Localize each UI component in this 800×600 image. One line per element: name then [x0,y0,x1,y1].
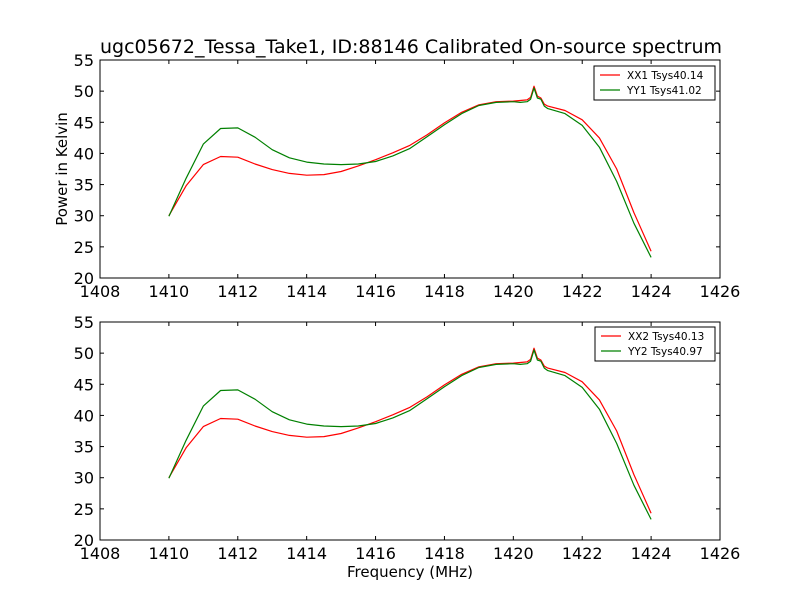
panel-2: 1408 1410 1412 1414 1416 1418 1420 1422 1424 1426… [74,313,741,563]
y-tick-label: 30 [74,207,94,226]
x-tick-label: 1426 [700,282,741,301]
x-tick-label: 1408 [80,282,121,301]
y-tick-label: 40 [74,144,94,163]
x-tick-label: 1414 [286,282,327,301]
y-tick-label: 20 [74,269,94,288]
x-tick-label: 1410 [149,544,190,563]
x-tick-label: 1424 [631,544,672,563]
y-tick-label: 35 [74,176,94,195]
x-axis-label: Frequency (MHz) [347,563,473,581]
y-tick-label: 55 [74,51,94,70]
x-tick-label: 1410 [149,282,190,301]
y-tick-label: 55 [74,313,94,332]
legend-label: XX1 Tsys40.14 [627,70,704,82]
panel-1: 1408 1410 1412 1414 1416 1418 1420 1422 1424 1426… [74,51,741,301]
legend-label: YY1 Tsys41.02 [626,85,702,97]
y-tick-label: 30 [74,469,94,488]
chart-title: ugc05672_Tessa_Take1, ID:88146 Calibrate… [100,36,722,58]
legend-box [593,65,716,101]
y-tick-label: 40 [74,406,94,425]
series-line-xx [168,85,652,252]
x-tick-label: 1418 [424,282,465,301]
x-tick-label: 1424 [631,282,672,301]
series-line-xx [168,347,652,514]
x-tick-label: 1422 [562,282,603,301]
series-line-yy [168,87,652,258]
x-tick-label: 1420 [493,544,534,563]
y-tick-label: 50 [74,344,94,363]
legend: XX2 Tsys40.13 YY2 Tsys40.97 [594,326,716,362]
y-tick-label: 45 [74,113,94,132]
legend: XX1 Tsys40.14 YY1 Tsys41.02 [593,65,716,101]
series-line-yy [168,349,652,520]
x-tick-label: 1416 [355,544,396,563]
y-tick-label: 25 [74,500,94,519]
x-tick-label: 1422 [562,544,603,563]
legend-label: YY2 Tsys40.97 [627,346,703,358]
x-tick-label: 1416 [355,282,396,301]
x-tick-label: 1414 [286,544,327,563]
legend-label: XX2 Tsys40.13 [628,331,704,343]
x-tick-label: 1412 [217,282,258,301]
x-tick-label: 1418 [424,544,465,563]
y-tick-label: 35 [74,438,94,457]
x-tick-label: 1420 [493,282,534,301]
x-tick-label: 1426 [700,544,741,563]
legend-box [594,326,716,362]
y-axis-label: Power in Kelvin [53,112,71,226]
y-tick-label: 20 [74,531,94,550]
y-tick-label: 45 [74,375,94,394]
y-tick-label: 25 [74,238,94,257]
y-tick-label: 50 [74,82,94,101]
x-tick-label: 1412 [217,544,258,563]
x-tick-label: 1408 [80,544,121,563]
